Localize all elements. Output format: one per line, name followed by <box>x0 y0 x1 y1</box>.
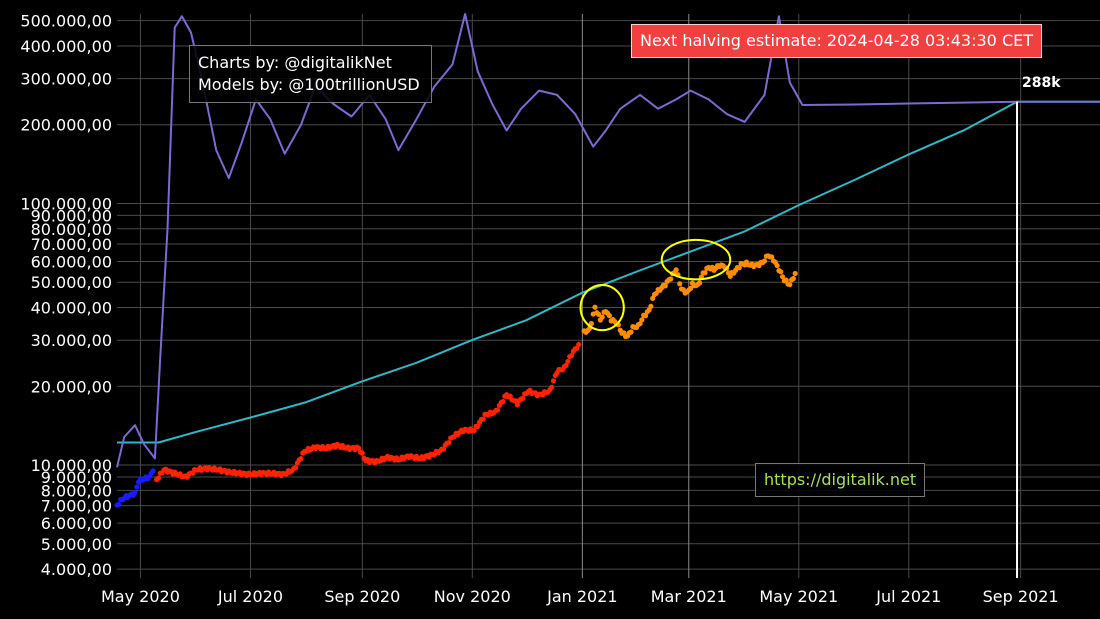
x-tick-label: Sep 2021 <box>983 587 1059 606</box>
data-point <box>471 428 477 434</box>
y-tick-label: 20.000,00 <box>31 377 112 396</box>
x-tick-label: Nov 2020 <box>434 587 511 606</box>
data-point <box>650 295 656 301</box>
data-point <box>568 353 575 359</box>
ratio-line-series <box>116 13 1100 468</box>
data-point <box>588 320 594 327</box>
y-tick-label: 400.000,00 <box>20 37 112 56</box>
y-axis-ticks: 4.000,00 5.000,00 6.000,007.000,008.000,00… <box>20 12 112 580</box>
data-point <box>774 262 780 269</box>
x-tick-label: May 2020 <box>101 587 180 606</box>
data-point <box>668 276 674 282</box>
data-point <box>292 465 299 471</box>
x-tick-label: Jul 2020 <box>217 587 283 606</box>
data-point <box>792 270 798 277</box>
model-line-series <box>117 100 1100 444</box>
data-point <box>440 446 447 452</box>
y-tick-label: 50.000,00 <box>31 273 112 292</box>
data-point <box>599 314 605 320</box>
highlight-circle <box>660 238 732 281</box>
data-point <box>787 281 793 288</box>
y-tick-label: 300.000,00 <box>20 70 112 89</box>
y-tick-label: 7.000,00 <box>41 497 112 516</box>
y-tick-label: 100.000,00 <box>20 194 112 213</box>
y-tick-label: 4.000,00 <box>41 560 112 579</box>
data-point <box>790 275 796 282</box>
y-tick-label: 10.000,00 <box>31 456 112 475</box>
y-tick-label: 8.000,00 <box>41 481 112 500</box>
y-tick-label: 90.000,00 <box>31 206 112 225</box>
data-point <box>480 416 486 422</box>
x-tick-label: Mar 2021 <box>651 587 727 606</box>
data-point <box>736 265 742 271</box>
data-point <box>563 362 569 368</box>
data-point <box>475 423 481 429</box>
y-tick-label: 5.000,00 <box>41 535 112 554</box>
data-point <box>637 321 643 327</box>
x-axis-ticks: May 2020 Jul 2020 Sep 2020 Nov 2020 Jan 2021… <box>101 587 1059 606</box>
data-point <box>677 281 683 287</box>
data-point <box>648 303 654 309</box>
data-point <box>769 254 775 260</box>
y-tick-label: 40.000,00 <box>31 299 112 318</box>
data-point <box>298 456 304 462</box>
data-point <box>116 501 122 508</box>
data-point <box>514 402 521 408</box>
data-point <box>606 313 613 319</box>
credits-line-models: Models by: @100trillionUSD <box>198 75 420 94</box>
data-point <box>761 258 768 264</box>
data-point <box>687 285 694 291</box>
x-tick-label: Jan 2021 <box>546 587 617 606</box>
y-tick-label: 30.000,00 <box>31 331 112 350</box>
x-tick-label: Sep 2020 <box>324 587 400 606</box>
data-point <box>783 277 789 283</box>
y-tick-label: 80.000,00 <box>31 220 112 239</box>
data-point <box>702 270 708 276</box>
data-point <box>494 407 501 413</box>
highlight-circles <box>579 238 732 332</box>
data-point <box>356 445 362 451</box>
data-point <box>500 398 506 405</box>
data-point <box>550 378 557 384</box>
data-point <box>549 384 555 390</box>
data-point <box>779 274 786 280</box>
data-point <box>696 280 703 286</box>
data-point <box>662 283 668 289</box>
y-tick-label: 9.000,00 <box>41 468 112 487</box>
data-point <box>778 269 784 275</box>
data-point <box>642 313 649 319</box>
data-point <box>628 329 634 335</box>
data-point <box>565 358 571 365</box>
data-point <box>155 475 162 481</box>
data-point <box>595 311 602 317</box>
website-link[interactable]: https://digitalik.net <box>755 463 926 497</box>
data-point <box>639 317 645 323</box>
peak-value-label: 288k <box>1022 75 1061 91</box>
x-tick-label: Jul 2021 <box>875 587 941 606</box>
y-tick-label: 500.000,00 <box>20 12 112 31</box>
data-point <box>134 484 140 490</box>
y-tick-label: 70.000,00 <box>31 235 112 254</box>
data-point <box>520 395 526 402</box>
series-layer <box>114 13 1100 508</box>
y-tick-label: 200.000,00 <box>20 116 112 135</box>
data-point <box>576 341 582 348</box>
x-tick-label: May 2021 <box>759 587 838 606</box>
data-point <box>673 267 679 273</box>
credits-legend: Charts by: @digitalikNet Models by: @100… <box>189 45 432 103</box>
data-point <box>359 450 365 456</box>
data-point <box>446 440 452 446</box>
highlight-circle <box>579 283 625 332</box>
credits-line-charts: Charts by: @digitalikNet <box>198 53 392 72</box>
data-point <box>150 468 156 474</box>
y-tick-label: 60.000,00 <box>31 252 112 271</box>
halving-estimate-banner: Next halving estimate: 2024-04-28 03:43:… <box>631 24 1042 58</box>
y-tick-label: 6.000,00 <box>41 514 112 533</box>
data-point <box>592 304 598 310</box>
data-point <box>132 489 138 495</box>
